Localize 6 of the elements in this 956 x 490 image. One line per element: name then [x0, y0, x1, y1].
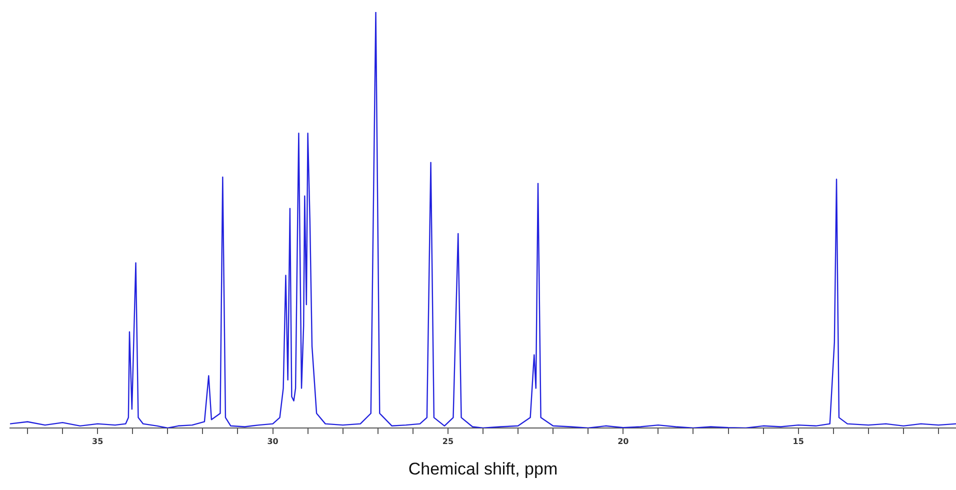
x-tick-label: 15	[792, 436, 804, 446]
x-tick-label: 30	[267, 436, 279, 446]
x-tick-label: 25	[442, 436, 454, 446]
x-tick-label: 20	[618, 436, 630, 446]
x-tick-label: 35	[92, 436, 104, 446]
x-axis-title: Chemical shift, ppm	[408, 459, 558, 478]
